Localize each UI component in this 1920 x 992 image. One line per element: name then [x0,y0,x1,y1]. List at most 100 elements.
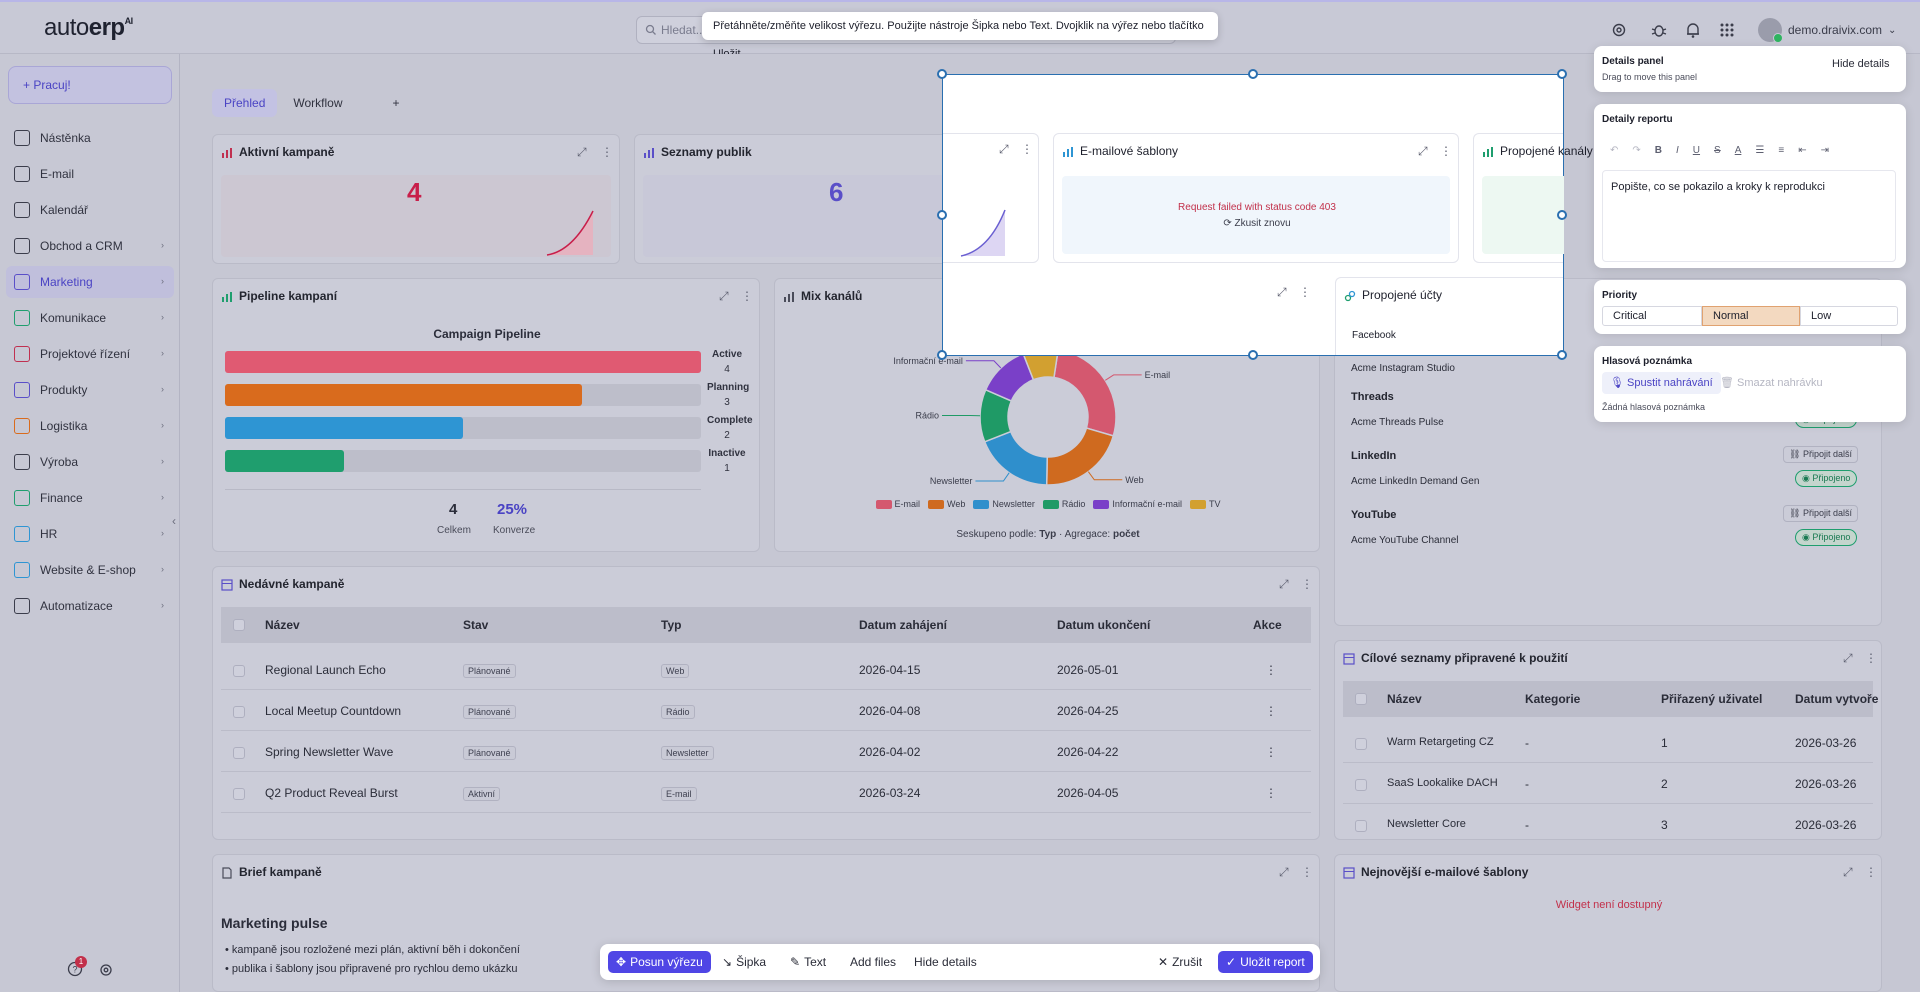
undo-icon[interactable]: ↶ [1610,144,1619,156]
campaign-name[interactable]: Q2 Product Reveal Burst [265,786,398,800]
sidebar-item-13[interactable]: Automatizace › [6,590,174,622]
bug-icon[interactable] [1650,21,1668,39]
text-color-icon[interactable]: A [1734,144,1742,156]
more-menu-icon[interactable]: ⋮ [1299,285,1311,299]
column-header[interactable]: Název [1387,692,1422,706]
connect-more-button[interactable]: ⛓ Připojit další [1783,505,1858,522]
apps-grid-icon[interactable] [1718,21,1736,39]
resize-handle[interactable] [1248,350,1258,360]
app-logo[interactable]: autoerpAI [44,14,133,41]
resize-handle[interactable] [1557,69,1567,79]
expand-icon[interactable]: ⤢ [1843,865,1853,879]
column-header[interactable]: Přiřazený uživatel [1661,692,1763,706]
outdent-icon[interactable]: ⇥ [1820,144,1829,156]
column-header[interactable]: Akce [1253,618,1282,632]
italic-icon[interactable]: I [1676,144,1679,156]
indent-icon[interactable]: ⇤ [1798,144,1807,156]
row-checkbox[interactable] [233,747,245,759]
campaign-name[interactable]: Regional Launch Echo [265,663,386,677]
delete-recording-button[interactable]: 🗑 Smazat nahrávku [1720,377,1823,389]
expand-icon[interactable]: ⤢ [1279,865,1289,879]
expand-icon[interactable]: ⤢ [1277,285,1287,299]
resize-handle[interactable] [937,69,947,79]
resize-handle[interactable] [1557,350,1567,360]
column-header[interactable]: Kategorie [1525,692,1581,706]
list-name[interactable]: Newsletter Core [1387,818,1466,830]
bell-icon[interactable] [1684,21,1702,39]
expand-icon[interactable]: ⤢ [577,145,587,159]
list-name[interactable]: SaaS Lookalike DACH [1387,777,1498,789]
select-all-checkbox[interactable] [233,619,245,631]
bold-icon[interactable]: B [1654,144,1663,156]
column-header[interactable]: Název [265,618,300,632]
legend-item[interactable]: E-mail [875,499,920,509]
more-menu-icon[interactable]: ⋮ [1865,865,1877,879]
collapse-sidebar-icon[interactable]: ‹ [172,514,176,528]
text-tool-button[interactable]: ✎ Text [782,951,834,973]
priority-low[interactable]: Low [1800,306,1898,326]
row-checkbox[interactable] [233,706,245,718]
legend-item[interactable]: Web [928,499,965,509]
row-actions-icon[interactable]: ⋮ [1265,745,1277,759]
settings-icon[interactable] [98,962,114,978]
sidebar-item-5[interactable]: Komunikace › [6,302,174,334]
row-actions-icon[interactable]: ⋮ [1265,786,1277,800]
column-header[interactable]: Datum zahájení [859,618,948,632]
row-actions-icon[interactable]: ⋮ [1265,663,1277,677]
select-all-checkbox[interactable] [1355,693,1367,705]
expand-icon[interactable]: ⤢ [1279,577,1289,591]
priority-critical[interactable]: Critical [1602,306,1702,326]
sidebar-item-12[interactable]: Website & E-shop › [6,554,174,586]
sidebar-item-9[interactable]: Výroba › [6,446,174,478]
sidebar-item-7[interactable]: Produkty › [6,374,174,406]
settings-gear-icon[interactable] [1610,21,1628,39]
expand-icon[interactable]: ⤢ [1843,651,1853,665]
details-panel-header[interactable]: Details panel Drag to move this panel Hi… [1594,46,1906,92]
tab-workflow[interactable]: Workflow [293,96,343,110]
bullet-list-icon[interactable]: ☰ [1755,144,1765,156]
sidebar-item-1[interactable]: E-mail [6,158,174,190]
hide-details-button[interactable]: Hide details [1832,58,1890,70]
row-checkbox[interactable] [1355,820,1367,832]
column-header[interactable]: Typ [661,618,682,632]
legend-item[interactable]: Newsletter [973,499,1035,509]
retry-button[interactable]: ⟳ Zkusit znovu [1223,218,1291,229]
sidebar-item-4[interactable]: Marketing › [6,266,174,298]
expand-icon[interactable]: ⤢ [1418,144,1428,158]
sidebar-item-8[interactable]: Logistika › [6,410,174,442]
campaign-name[interactable]: Spring Newsletter Wave [265,745,394,759]
resize-handle[interactable] [1557,210,1567,220]
connect-more-button[interactable]: ⛓ Připojit další [1783,446,1858,463]
campaign-name[interactable]: Local Meetup Countdown [265,704,402,718]
resize-handle[interactable] [937,350,947,360]
hide-details-button[interactable]: Hide details [914,955,977,969]
strikethrough-icon[interactable]: S [1714,144,1721,156]
sidebar-item-11[interactable]: HR › [6,518,174,550]
sidebar-item-10[interactable]: Finance › [6,482,174,514]
expand-icon[interactable]: ⤢ [719,289,729,303]
numbered-list-icon[interactable]: ≡ [1778,144,1785,156]
user-menu[interactable]: demo.draivix.com ⌄ [1758,17,1896,43]
legend-item[interactable]: Rádio [1042,499,1085,509]
column-header[interactable]: Datum vytvoře [1795,692,1879,706]
more-menu-icon[interactable]: ⋮ [1301,577,1313,591]
more-menu-icon[interactable]: ⋮ [601,145,613,159]
sidebar-item-0[interactable]: Nástěnka [6,122,174,154]
row-checkbox[interactable] [1355,738,1367,750]
report-text-editor[interactable]: Popište, co se pokazilo a kroky k reprod… [1602,170,1896,262]
cancel-button[interactable]: ✕ Zrušit [1150,951,1210,973]
tab-overview[interactable]: Přehled [212,89,278,117]
more-menu-icon[interactable]: ⋮ [741,289,753,303]
redo-icon[interactable]: ↷ [1632,144,1641,156]
resize-handle[interactable] [937,210,947,220]
move-selection-button[interactable]: ✥ Posun výřezu [608,951,711,973]
more-menu-icon[interactable]: ⋮ [1301,865,1313,879]
add-files-button[interactable]: Add files [850,955,897,969]
row-actions-icon[interactable]: ⋮ [1265,704,1277,718]
snip-selection[interactable]: ⤢ ⋮ E-mailové šablony ⤢ ⋮ Request failed… [937,69,1593,360]
more-menu-icon[interactable]: ⋮ [1021,142,1033,156]
underline-icon[interactable]: U [1692,144,1701,156]
resize-handle[interactable] [1248,69,1258,79]
arrow-tool-button[interactable]: ↘ Šipka [714,951,774,973]
more-menu-icon[interactable]: ⋮ [1865,651,1877,665]
